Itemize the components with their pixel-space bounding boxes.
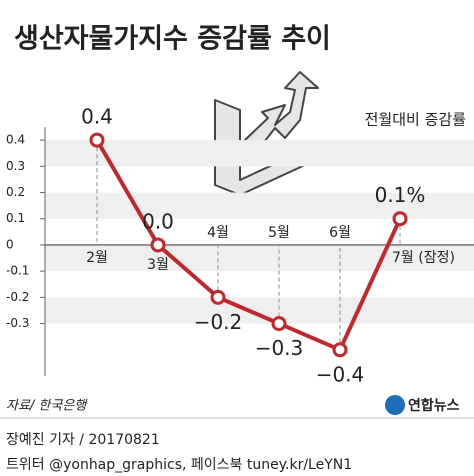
y-tick-label: 0.1	[6, 211, 25, 225]
value-label: 0.0	[142, 209, 174, 233]
x-tick-label: 5월	[268, 225, 290, 241]
value-label: 0.1%	[375, 183, 426, 207]
value-label: −0.3	[255, 336, 304, 360]
value-label: 0.4	[81, 105, 113, 129]
y-tick-label: -0.1	[6, 264, 29, 278]
series-line	[95, 139, 402, 352]
arrow-icon	[214, 71, 319, 196]
grid-band	[45, 297, 474, 324]
chart-title: 생산자물가지수 증감률 추이	[14, 24, 331, 55]
marker	[150, 237, 166, 253]
logo: 연합뉴스	[408, 397, 460, 414]
marker	[392, 211, 408, 227]
logo-mark	[385, 395, 405, 415]
value-label: −0.4	[316, 362, 365, 386]
x-tick-label: 7월 (잠정)	[392, 250, 455, 266]
y-tick-label: -0.2	[6, 290, 29, 304]
y-tick-label: 0	[6, 237, 14, 251]
marker	[210, 289, 226, 305]
subtitle: 전월대비 증감률	[365, 111, 467, 129]
x-tick-label: 4월	[207, 225, 229, 241]
y-tick-label: -0.3	[6, 316, 29, 330]
marker	[332, 342, 348, 358]
y-tick-label: 0.2	[6, 185, 25, 199]
x-tick-label: 6월	[329, 225, 351, 241]
x-tick-label: 2월	[86, 250, 108, 266]
marker	[271, 316, 287, 332]
grid-band	[45, 140, 474, 167]
marker	[89, 132, 105, 148]
source: 자료/ 한국은행	[6, 399, 88, 414]
credit: 장예진 기자 / 20170821	[6, 432, 160, 448]
y-tick-label: 0.3	[6, 159, 25, 173]
value-label: −0.2	[194, 310, 243, 334]
x-tick-label: 3월	[147, 257, 169, 273]
social: 트위터 @yonhap_graphics, 페이스북 tuney.kr/LeYN…	[6, 457, 352, 473]
grid-band	[45, 244, 474, 272]
y-tick-label: 0.4	[6, 133, 25, 147]
